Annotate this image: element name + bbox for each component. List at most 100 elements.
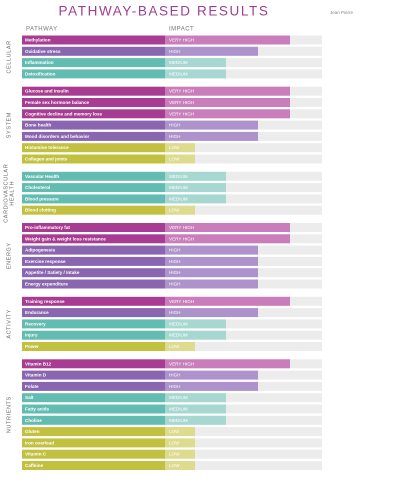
pathway-bar [22, 393, 165, 403]
row-track [165, 69, 322, 79]
impact-bar [165, 171, 226, 181]
impact-label: HIGH [169, 49, 180, 54]
impact-bar [165, 279, 258, 289]
pathway-bar [22, 381, 165, 391]
pathway-label: Oxidative stress [25, 49, 61, 54]
pathway-label: Cholesterol [25, 185, 50, 190]
pathway-label: Appetite / Satiety / Intake [25, 270, 80, 275]
pathway-bar [22, 223, 165, 232]
pathway-label: Vitamin B12 [25, 361, 52, 366]
group-label: SYSTEM [6, 112, 12, 138]
impact-label: MEDIUM [169, 395, 188, 400]
row-track [165, 404, 322, 414]
impact-label: VERY HIGH [169, 236, 194, 241]
row-track [165, 171, 322, 181]
impact-label: HIGH [169, 282, 180, 287]
group-label: NUTRIENTS [6, 396, 12, 433]
pathway-bar [22, 35, 165, 45]
pathway-bar [22, 69, 165, 79]
impact-label: HIGH [169, 310, 180, 315]
impact-bar [165, 223, 290, 232]
pathway-label: Vitamin C [25, 452, 47, 457]
pathway-label: Gluten [25, 429, 40, 434]
pathway-bar [22, 143, 165, 153]
pathway-label: Fatty acids [25, 407, 49, 412]
row-track [165, 330, 322, 340]
impact-label: LOW [169, 429, 180, 434]
impact-bar [165, 404, 226, 414]
pathway-label: Mood disorders and behavior [25, 134, 90, 139]
impact-bar [165, 58, 226, 68]
impact-bar [165, 415, 226, 425]
pathway-bar [22, 194, 165, 204]
title: PATHWAY-BASED RESULTS [59, 4, 270, 19]
impact-label: VERY HIGH [169, 111, 194, 116]
pathway-label: Exercise response [25, 259, 66, 264]
pathway-label: Blood clotting [25, 208, 56, 213]
row-track [165, 154, 322, 164]
impact-label: VERY HIGH [169, 100, 194, 105]
pathway-label: Detoxification [25, 71, 56, 76]
impact-label: MEDIUM [169, 418, 188, 423]
impact-label: MEDIUM [169, 60, 188, 65]
pathway-bar [22, 359, 165, 369]
impact-label: VERY HIGH [169, 299, 194, 304]
pathway-bar [22, 234, 165, 244]
pathway-bar [22, 205, 165, 215]
impact-bar [165, 120, 258, 130]
impact-label: LOW [169, 344, 180, 349]
pathway-bar [22, 154, 165, 164]
pathway-label: Inflammation [25, 60, 54, 65]
pathway-bar [22, 171, 165, 181]
impact-bar [165, 205, 195, 215]
pathway-bar [22, 268, 165, 278]
client-name: Jean Pierre [330, 10, 354, 15]
pathway-label: Salt [25, 395, 34, 400]
impact-label: VERY HIGH [169, 225, 194, 230]
pathway-bar [22, 58, 165, 68]
impact-bar [165, 98, 290, 107]
pathway-label: Energy expenditure [25, 282, 68, 287]
pathway-label: Injury [25, 333, 38, 338]
pathway-label: Pro-inflammatory fat [25, 225, 70, 230]
impact-label: HIGH [169, 259, 180, 264]
pathway-bar [22, 319, 165, 329]
pathway-bar [22, 342, 165, 351]
impact-label: LOW [169, 463, 180, 468]
impact-bar [165, 427, 195, 437]
column-header: PATHWAY [26, 27, 58, 33]
impact-bar [165, 449, 195, 459]
pathway-bar [22, 120, 165, 130]
impact-label: MEDIUM [169, 185, 188, 190]
row-track [165, 393, 322, 403]
row-track [165, 194, 322, 204]
impact-label: VERY HIGH [169, 89, 194, 94]
impact-bar [165, 183, 226, 193]
impact-bar [165, 234, 290, 244]
pathway-bar [22, 109, 165, 119]
impact-bar [165, 330, 226, 340]
impact-bar [165, 46, 258, 56]
impact-label: HIGH [169, 134, 180, 139]
impact-label: MEDIUM [169, 71, 188, 76]
impact-bar [165, 342, 195, 351]
impact-bar [165, 131, 258, 141]
impact-bar [165, 393, 226, 403]
pathway-label: Choline [25, 418, 42, 423]
impact-bar [165, 245, 258, 255]
row-track [165, 438, 322, 448]
impact-bar [165, 308, 258, 318]
pathway-bar [22, 46, 165, 56]
pathway-bar [22, 131, 165, 141]
impact-bar [165, 143, 195, 153]
impact-label: VERY HIGH [169, 38, 194, 43]
impact-label: MEDIUM [169, 174, 188, 179]
pathway-label: Vascular Health [25, 174, 59, 179]
column-header: IMPACT [169, 27, 194, 33]
pathway-bar [22, 461, 165, 470]
impact-label: LOW [169, 157, 180, 162]
pathway-label: Iron overload [25, 440, 54, 445]
pathway-bar [22, 86, 165, 96]
pathway-bar [22, 296, 165, 306]
